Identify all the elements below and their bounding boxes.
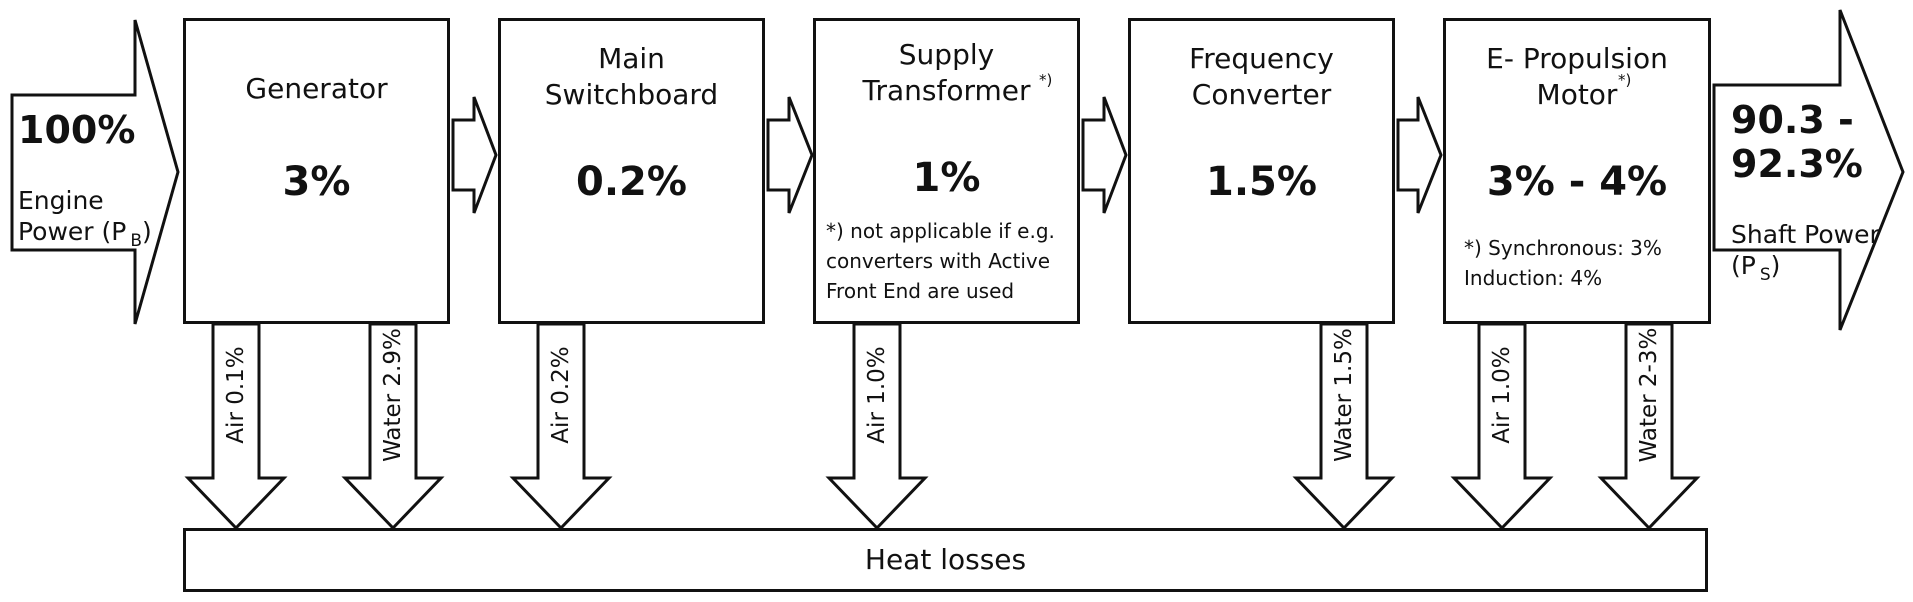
stage-box-e-propulsion-motor: E- Propulsion Motor *) 3% - 4% *) Synchr…: [1443, 18, 1711, 324]
heat-loss-arrow: [1292, 322, 1396, 531]
heat-losses-bar: Heat losses: [183, 528, 1708, 592]
stage-note: *) Synchronous: 3% Induction: 4%: [1464, 236, 1662, 290]
stage-loss-value: 3% - 4%: [1486, 159, 1668, 205]
engine-power-close: ): [142, 217, 152, 246]
connector-arrow-1: [451, 96, 498, 214]
stage-title: Supply Transformer: [862, 38, 1031, 107]
stage-title: Main Switchboard: [544, 42, 719, 111]
stage-loss-value: 1.5%: [1206, 159, 1317, 205]
shaft-power-label-text: Shaft Power (P: [1731, 220, 1880, 280]
heat-loss-label: Air 1.0%: [1489, 346, 1515, 444]
stage-loss-value: 0.2%: [576, 159, 687, 205]
engine-power-label: Engine Power (P B): [18, 154, 152, 257]
stage-title: Generator: [245, 72, 388, 105]
connector-arrow-3: [1081, 96, 1128, 214]
stage-title: E- Propulsion Motor: [1486, 42, 1668, 111]
heat-loss-label: Air 0.2%: [548, 346, 574, 444]
stage-box-supply-transformer: Supply Transformer *) 1% *) not applicab…: [813, 18, 1080, 324]
heat-loss-label: Water 2-3%: [1636, 327, 1662, 463]
engine-power-subscript: B: [130, 231, 143, 251]
stage-loss-value: 1%: [912, 155, 981, 201]
stage-box-main-switchboard: Main Switchboard 0.2%: [498, 18, 765, 324]
shaft-power-label: Shaft Power (P S): [1731, 188, 1880, 291]
heat-loss-arrow: [341, 322, 445, 531]
heat-loss-arrow: [825, 322, 929, 531]
stage-title: Frequency Converter: [1189, 42, 1334, 111]
engine-power-arrow: [10, 19, 180, 325]
stage-title-mark: *): [1039, 71, 1053, 89]
engine-power-percent: 100%: [18, 108, 136, 152]
shaft-power-close: ): [1770, 251, 1781, 280]
heat-loss-arrow: [1450, 322, 1554, 531]
heat-loss-label: Air 1.0%: [864, 346, 890, 444]
heat-loss-label: Water 1.5%: [1331, 328, 1357, 462]
engine-power-label-text: Engine Power (P: [18, 186, 127, 246]
heat-loss-label: Air 0.1%: [223, 346, 249, 444]
stage-box-generator: Generator 3%: [183, 18, 450, 324]
heat-loss-label: Water 2.9%: [380, 328, 406, 462]
shaft-power-arrow: [1712, 9, 1905, 331]
heat-loss-arrow: [184, 322, 288, 531]
stage-box-frequency-converter: Frequency Converter 1.5%: [1128, 18, 1395, 324]
shaft-power-subscript: S: [1759, 265, 1771, 285]
heat-loss-arrow: [509, 322, 613, 531]
stage-note: *) not applicable if e.g. converters wit…: [826, 219, 1055, 303]
heat-losses-label: Heat losses: [864, 543, 1027, 576]
stage-loss-value: 3%: [282, 159, 351, 205]
shaft-power-percent: 90.3 - 92.3%: [1731, 98, 1863, 186]
connector-arrow-2: [766, 96, 814, 214]
heat-loss-arrow: [1597, 322, 1701, 531]
connector-arrow-4: [1396, 96, 1443, 214]
stage-title-mark: *): [1618, 71, 1632, 89]
